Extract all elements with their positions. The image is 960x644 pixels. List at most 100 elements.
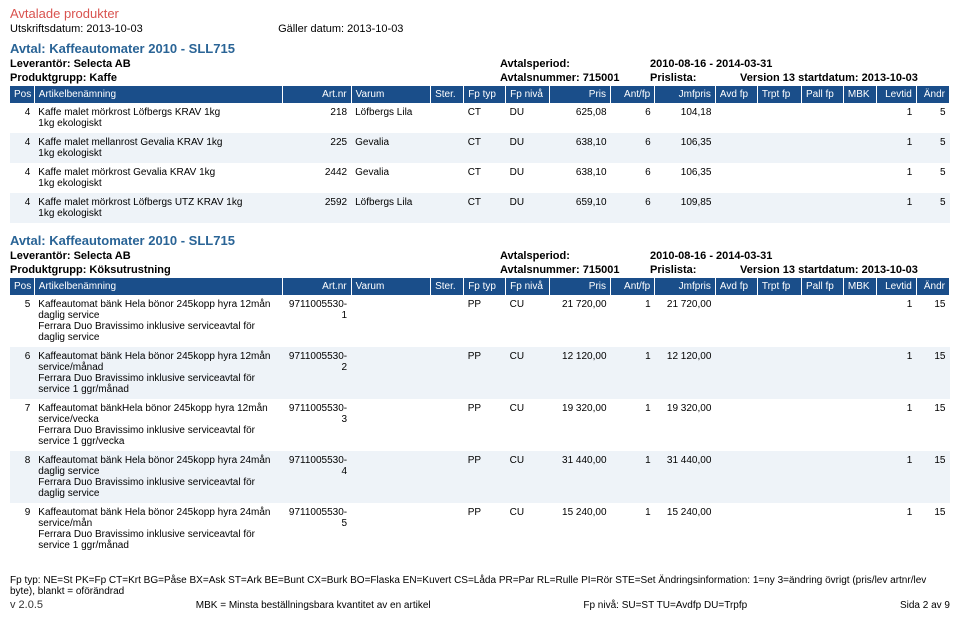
cell-pos: 8	[10, 451, 34, 503]
cell-levtid: 1	[877, 295, 917, 347]
cell-andr: 5	[916, 163, 949, 193]
group-label: Produktgrupp: Köksutrustning	[10, 264, 171, 276]
cell-andr: 15	[916, 451, 949, 503]
column-header: Artikelbenämning	[34, 278, 282, 295]
column-header: Ant/fp	[611, 278, 655, 295]
cell-fpniva: CU	[506, 295, 550, 347]
cell-ant: 6	[611, 133, 655, 163]
cell-pall	[801, 503, 843, 555]
column-header: Ster.	[431, 86, 464, 103]
cell-ant: 6	[611, 163, 655, 193]
cell-pris: 625,08	[550, 103, 611, 133]
section-title: Avtal: Kaffeautomater 2010 - SLL715	[10, 233, 950, 248]
cell-trpt	[757, 103, 801, 133]
cell-mbk	[843, 451, 876, 503]
cell-trpt	[757, 163, 801, 193]
cell-name: Kaffe malet mörkrost Löfbergs KRAV 1kg1k…	[34, 103, 282, 133]
valid-date: 2013-10-03	[347, 23, 403, 35]
cell-levtid: 1	[877, 503, 917, 555]
cell-pris: 15 240,00	[550, 503, 611, 555]
period-label: Avtalsperiod:	[500, 58, 650, 70]
table-row: 7Kaffeautomat bänkHela bönor 245kopp hyr…	[10, 399, 950, 451]
column-header: MBK	[843, 86, 876, 103]
cell-levtid: 1	[877, 103, 917, 133]
cell-name: Kaffeautomat bänk Hela bönor 245kopp hyr…	[34, 503, 282, 555]
footer-fpniva: Fp nivå: SU=ST TU=Avdfp DU=Trpfp	[583, 600, 747, 611]
cell-andr: 5	[916, 133, 949, 163]
cell-ster	[431, 163, 464, 193]
section-title: Avtal: Kaffeautomater 2010 - SLL715	[10, 41, 950, 56]
cell-fptyp: PP	[464, 451, 506, 503]
print-date: 2013-10-03	[86, 23, 142, 35]
cell-pos: 4	[10, 193, 34, 223]
cell-ster	[431, 399, 464, 451]
cell-name: Kaffe malet mörkrost Gevalia KRAV 1kg1kg…	[34, 163, 282, 193]
cell-artnr: 9711005530-1	[283, 295, 351, 347]
column-header: Pris	[550, 86, 611, 103]
cell-fpniva: DU	[506, 103, 550, 133]
period-label: Avtalsperiod:	[500, 250, 650, 262]
cell-fptyp: CT	[464, 193, 506, 223]
cell-pris: 12 120,00	[550, 347, 611, 399]
column-header: Varum	[351, 86, 430, 103]
cell-pos: 7	[10, 399, 34, 451]
cell-fptyp: CT	[464, 133, 506, 163]
cell-pall	[801, 451, 843, 503]
cell-jmf: 104,18	[655, 103, 716, 133]
cell-varum: Löfbergs Lila	[351, 103, 430, 133]
cell-varum: Gevalia	[351, 163, 430, 193]
cell-fptyp: PP	[464, 347, 506, 399]
cell-levtid: 1	[877, 451, 917, 503]
cell-fpniva: DU	[506, 193, 550, 223]
column-header: Ant/fp	[611, 86, 655, 103]
cell-levtid: 1	[877, 399, 917, 451]
cell-trpt	[757, 503, 801, 555]
table-row: 4Kaffe malet mellanrost Gevalia KRAV 1kg…	[10, 133, 950, 163]
cell-varum	[351, 503, 430, 555]
cell-mbk	[843, 163, 876, 193]
column-header: Trpt fp	[757, 86, 801, 103]
table-row: 5Kaffeautomat bänk Hela bönor 245kopp hy…	[10, 295, 950, 347]
cell-pall	[801, 133, 843, 163]
cell-name: Kaffeautomat bänk Hela bönor 245kopp hyr…	[34, 347, 282, 399]
column-header: Levtid	[877, 278, 917, 295]
cell-jmf: 15 240,00	[655, 503, 716, 555]
column-header: Pos	[10, 278, 34, 295]
valid-date-label: Gäller datum:	[278, 23, 344, 35]
column-header: Fp nivå	[506, 86, 550, 103]
cell-name: Kaffe malet mellanrost Gevalia KRAV 1kg1…	[34, 133, 282, 163]
section-meta: Produktgrupp: KaffeAvtalsnummer: 715001P…	[10, 72, 950, 84]
cell-avd	[715, 451, 757, 503]
cell-varum	[351, 451, 430, 503]
cell-mbk	[843, 133, 876, 163]
cell-pall	[801, 399, 843, 451]
cell-ant: 1	[611, 503, 655, 555]
table-row: 4Kaffe malet mörkrost Gevalia KRAV 1kg1k…	[10, 163, 950, 193]
cell-andr: 15	[916, 347, 949, 399]
cell-name: Kaffe malet mörkrost Löfbergs UTZ KRAV 1…	[34, 193, 282, 223]
prislista-label: Prislista:	[650, 264, 740, 276]
footer-page: Sida 2 av 9	[900, 600, 950, 611]
prislista-value: Version 13 startdatum: 2013-10-03	[740, 72, 918, 84]
cell-mbk	[843, 399, 876, 451]
cell-pris: 638,10	[550, 133, 611, 163]
page-title: Avtalade produkter	[10, 6, 950, 21]
column-header: Ster.	[431, 278, 464, 295]
cell-avd	[715, 399, 757, 451]
cell-trpt	[757, 133, 801, 163]
cell-artnr: 9711005530-3	[283, 399, 351, 451]
cell-ant: 1	[611, 451, 655, 503]
cell-artnr: 2442	[283, 163, 351, 193]
cell-trpt	[757, 399, 801, 451]
cell-artnr: 9711005530-5	[283, 503, 351, 555]
cell-fptyp: PP	[464, 295, 506, 347]
cell-artnr: 218	[283, 103, 351, 133]
cell-pos: 4	[10, 103, 34, 133]
cell-name: Kaffeautomat bänkHela bönor 245kopp hyra…	[34, 399, 282, 451]
cell-avd	[715, 133, 757, 163]
cell-trpt	[757, 451, 801, 503]
cell-pall	[801, 295, 843, 347]
cell-ant: 1	[611, 347, 655, 399]
data-table: PosArtikelbenämningArt.nrVarumSter.Fp ty…	[10, 86, 950, 223]
cell-mbk	[843, 503, 876, 555]
